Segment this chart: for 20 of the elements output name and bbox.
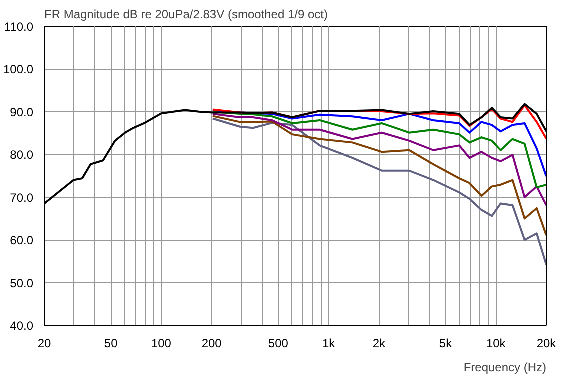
x-tick-label: 200	[202, 336, 222, 350]
x-tick-label: 20k	[536, 336, 558, 350]
y-tick-label: 90.0	[10, 105, 34, 120]
y-tick-label: 60.0	[10, 234, 34, 248]
x-tick-label: 100	[151, 336, 172, 350]
x-tick-label: 10k	[486, 336, 507, 350]
y-tick-label: 70.0	[10, 190, 34, 205]
y-tick-label: 50.0	[10, 276, 34, 290]
y-tick-label: 80.0	[10, 148, 34, 162]
x-tick-label: 5k	[439, 336, 454, 350]
y-tick-label: 40.0	[10, 319, 34, 333]
chart-title: FR Magnitude dB re 20uPa/2.83V (smoothed 1/9 oct)	[44, 8, 328, 22]
y-tick-label: 110.0	[4, 20, 34, 34]
x-tick-label: 1k	[322, 336, 336, 350]
x-tick-label: 500	[268, 336, 289, 350]
x-tick-label: 50	[104, 336, 118, 350]
x-tick-label: 20	[38, 336, 52, 350]
y-tick-label: 100.0	[3, 62, 34, 77]
x-tick-label: 2k	[372, 336, 387, 350]
x-axis-title: Frequency (Hz)	[464, 360, 547, 374]
